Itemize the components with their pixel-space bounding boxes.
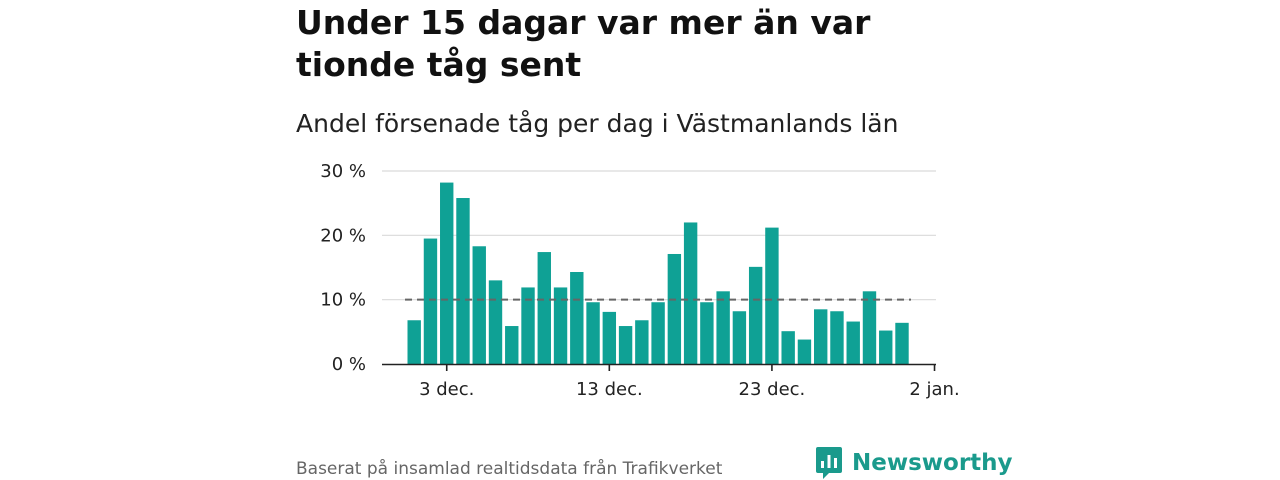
bar [830, 311, 844, 364]
bar [635, 320, 649, 364]
bar [732, 311, 747, 364]
bar [765, 227, 779, 364]
y-tick-label: 30 % [320, 161, 366, 182]
newsworthy-logo-icon [816, 447, 842, 479]
x-axis [382, 363, 936, 371]
bar [618, 326, 633, 364]
bar [716, 291, 730, 364]
bar-chart: 0 % 10 % 20 % 30 % 3 dec. 13 dec. 23 dec. 2 ja… [320, 161, 960, 400]
bar [846, 321, 860, 364]
source-note: Baserat på insamlad realtidsdata från Tr… [296, 459, 723, 479]
bar [862, 291, 877, 364]
bar [537, 252, 551, 364]
x-tick-label: 23 dec. [739, 379, 806, 400]
bar [797, 339, 812, 364]
y-tick-label: 0 % [332, 354, 366, 375]
bar [602, 311, 617, 364]
brand-logo: Newsworthy [815, 446, 1013, 480]
chart-subtitle: Andel försenade tåg per dag i Västmanlan… [296, 109, 899, 138]
y-tick-label: 20 % [320, 225, 366, 246]
y-axis-labels: 0 % 10 % 20 % 30 % [320, 161, 366, 375]
bar [586, 302, 600, 364]
bar [700, 302, 714, 364]
x-tick-label: 13 dec. [576, 379, 643, 400]
bar [879, 330, 893, 364]
bar [521, 287, 535, 364]
bar [472, 246, 486, 364]
bar [553, 287, 568, 364]
bar [456, 198, 470, 364]
bar [505, 326, 519, 364]
bar [814, 309, 828, 364]
chart-title: Under 15 dagar var mer än var tionde tåg… [296, 3, 871, 84]
x-tick-label: 2 jan. [909, 379, 959, 400]
bar [748, 266, 763, 364]
bar [407, 320, 421, 364]
bars [407, 182, 909, 364]
bar [423, 238, 438, 364]
bar [781, 331, 795, 364]
bar [895, 322, 909, 364]
bar [570, 272, 584, 364]
bar [440, 182, 454, 364]
x-tick-label: 3 dec. [419, 379, 474, 400]
bar [683, 222, 698, 364]
brand-name: Newsworthy [852, 450, 1013, 476]
bar [667, 253, 682, 364]
bar [488, 280, 503, 364]
y-tick-label: 10 % [320, 290, 366, 311]
x-axis-labels: 3 dec. 13 dec. 23 dec. 2 jan. [419, 379, 960, 400]
bar [651, 302, 665, 364]
